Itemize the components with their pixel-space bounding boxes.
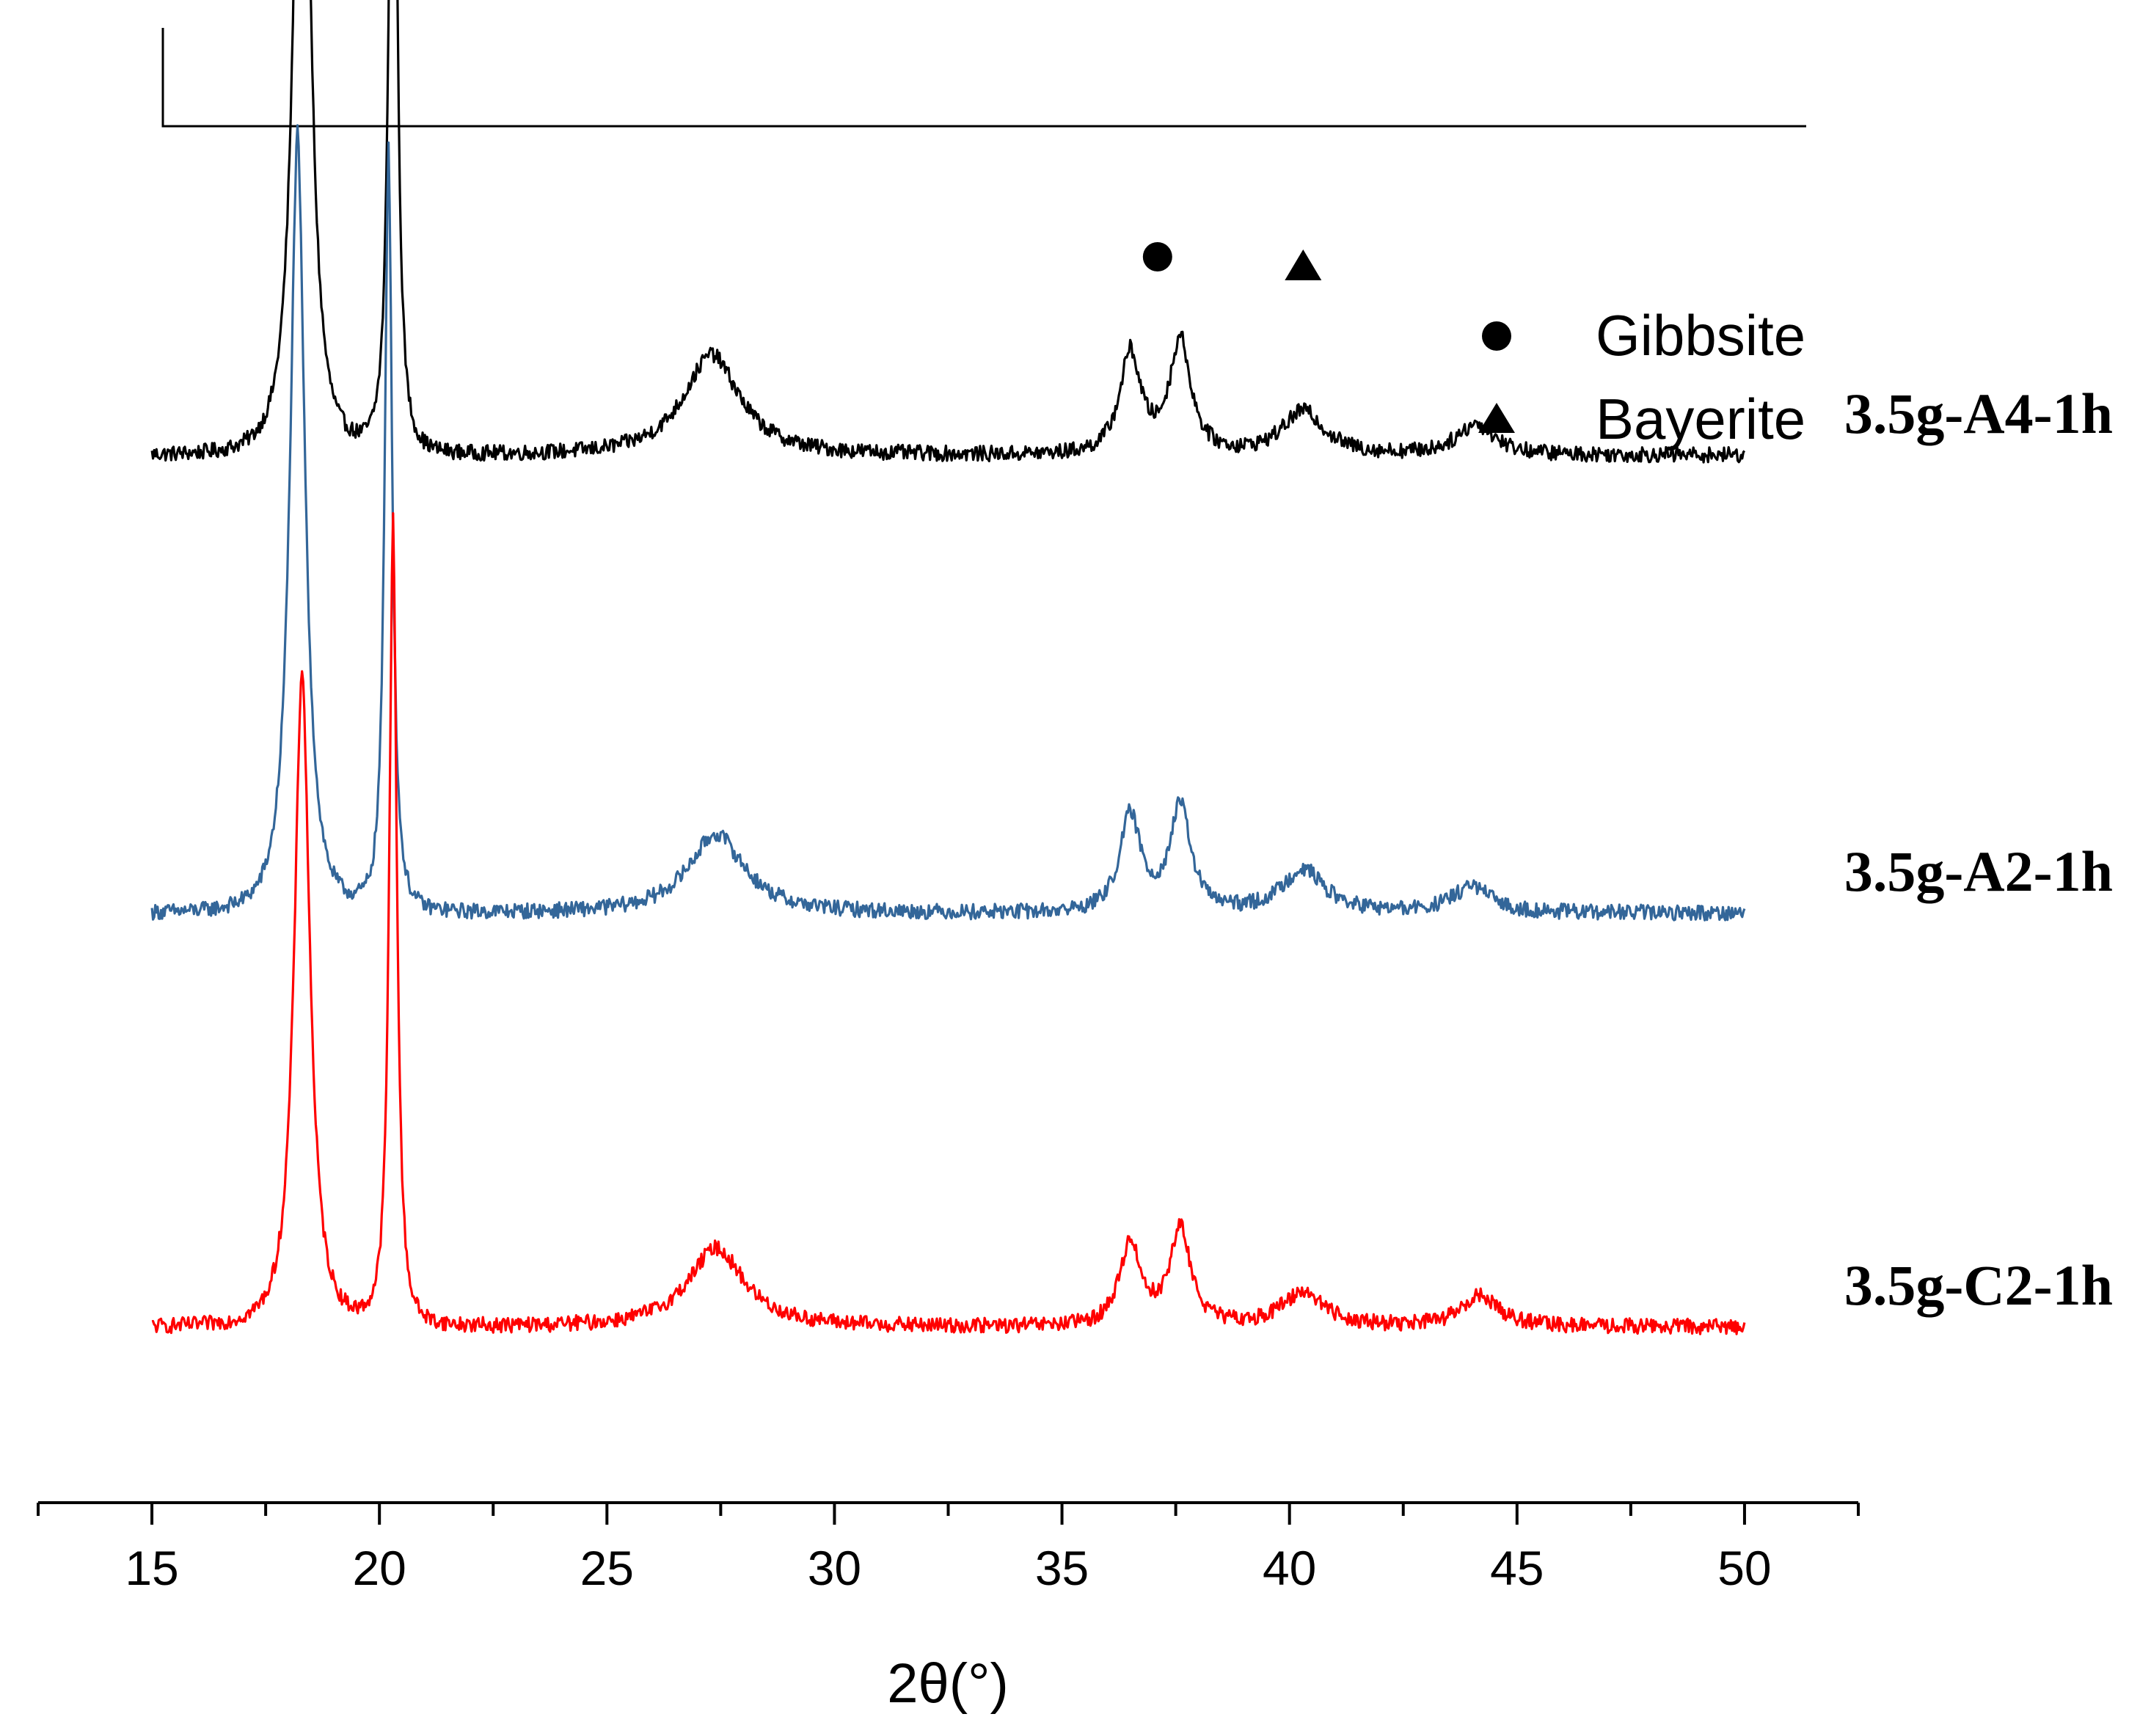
x-tick-label: 15 — [125, 1541, 178, 1595]
x-axis: 15 20 25 30 35 40 45 50 2θ(°) — [37, 1501, 1860, 1715]
series-label: 3.5g-A2-1h — [1844, 839, 2113, 903]
x-tick-label: 20 — [352, 1541, 406, 1595]
bayerite-peak-marker — [1285, 249, 1322, 280]
x-tick-label: 35 — [1035, 1541, 1089, 1595]
series-layer — [150, 0, 1746, 1335]
legend-bayerite-marker — [1478, 403, 1515, 433]
x-axis-label: 2θ(°) — [887, 1652, 1009, 1715]
series-line-3.5g-C2-1h — [151, 512, 1746, 1335]
legend-gibbsite-label: Gibbsite — [1596, 303, 1805, 368]
gibbsite-peak-marker — [1142, 242, 1172, 271]
x-tick-label: 50 — [1717, 1541, 1771, 1595]
legend-gibbsite-marker — [1482, 321, 1511, 351]
x-tick-label: 30 — [808, 1541, 861, 1595]
peak-annotation-layer — [1142, 242, 1322, 280]
x-tick-label: 25 — [580, 1541, 634, 1595]
x-ticks: 15 20 25 30 35 40 45 50 — [37, 1503, 1860, 1595]
series-label-layer: 3.5g-A4-1h 3.5g-A2-1h 3.5g-C2-1h — [1844, 382, 2113, 1317]
legend-bayerite-label: Bayerite — [1596, 387, 1805, 451]
x-tick-label: 45 — [1490, 1541, 1544, 1595]
top-frame — [161, 28, 1806, 128]
series-line-3.5g-A2-1h — [150, 124, 1746, 922]
series-label: 3.5g-C2-1h — [1844, 1253, 2113, 1317]
series-label: 3.5g-A4-1h — [1844, 382, 2113, 445]
series-line-3.5g-A4-1h — [150, 0, 1746, 464]
x-tick-label: 40 — [1263, 1541, 1316, 1595]
legend: Gibbsite Bayerite — [1478, 303, 1805, 451]
